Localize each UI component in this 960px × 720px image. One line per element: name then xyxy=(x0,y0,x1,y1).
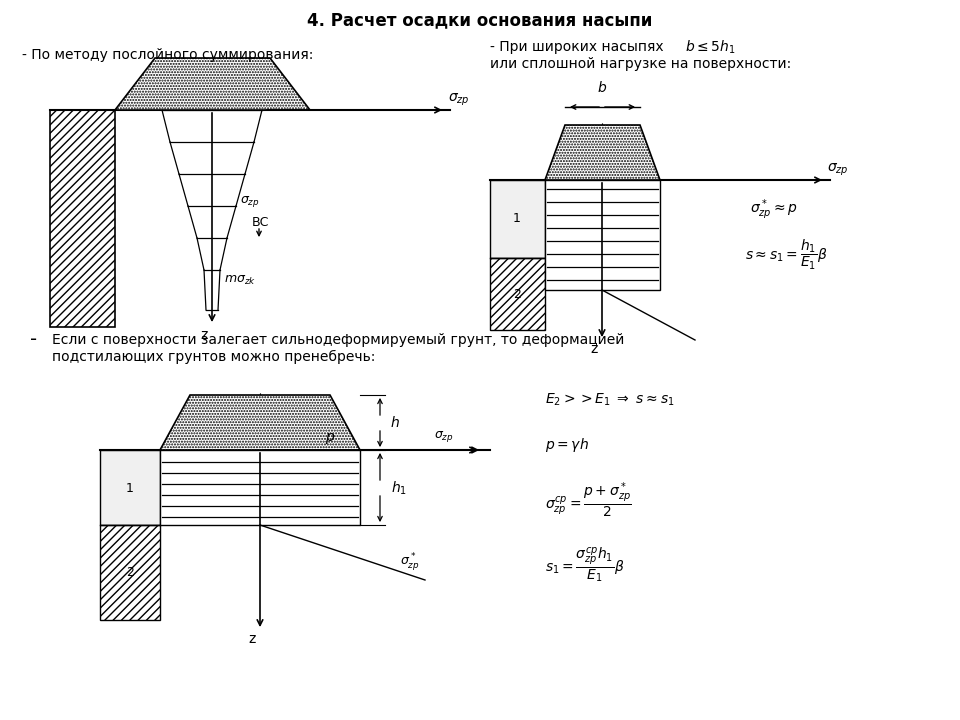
Text: $\sigma^*_{zp} \approx p$: $\sigma^*_{zp} \approx p$ xyxy=(750,198,798,222)
Text: $E_2 >> E_1 \ \Rightarrow \ s \approx s_1$: $E_2 >> E_1 \ \Rightarrow \ s \approx s_… xyxy=(545,392,675,408)
Text: $\sigma_{zp}$: $\sigma_{zp}$ xyxy=(240,194,259,210)
Text: p: p xyxy=(325,430,334,444)
Text: - При широких насыпях: - При широких насыпях xyxy=(490,40,668,54)
Bar xyxy=(100,450,160,525)
Text: $\sigma^*_{zp}$: $\sigma^*_{zp}$ xyxy=(400,551,420,573)
Text: z: z xyxy=(590,342,597,356)
Text: $b\leq5h_1$: $b\leq5h_1$ xyxy=(685,38,735,55)
Text: ВС: ВС xyxy=(252,215,270,228)
Bar xyxy=(490,180,545,258)
Text: $m\sigma_{zk}$: $m\sigma_{zk}$ xyxy=(224,274,256,287)
Text: подстилающих грунтов можно пренебречь:: подстилающих грунтов можно пренебречь: xyxy=(52,350,375,364)
Text: $\sigma^{cp}_{zp} = \dfrac{p + \sigma^*_{zp}}{2}$: $\sigma^{cp}_{zp} = \dfrac{p + \sigma^*_… xyxy=(545,480,632,520)
Text: $\sigma_{zp}$: $\sigma_{zp}$ xyxy=(448,91,469,108)
Text: 1: 1 xyxy=(126,482,134,495)
Text: z: z xyxy=(200,328,207,342)
Text: -: - xyxy=(30,330,37,349)
Bar xyxy=(545,180,660,290)
Text: z: z xyxy=(248,632,255,646)
Text: $h_1$: $h_1$ xyxy=(391,480,407,497)
Polygon shape xyxy=(160,395,360,450)
Text: или сплошной нагрузке на поверхности:: или сплошной нагрузке на поверхности: xyxy=(490,57,791,71)
Text: b: b xyxy=(598,81,607,95)
Text: $\sigma_{zp}$: $\sigma_{zp}$ xyxy=(827,162,849,178)
Text: $\sigma_{zp}$: $\sigma_{zp}$ xyxy=(434,429,454,444)
Bar xyxy=(160,450,360,525)
Text: 4. Расчет осадки основания насыпи: 4. Расчет осадки основания насыпи xyxy=(307,11,653,29)
Polygon shape xyxy=(115,58,310,110)
Text: $p = \gamma h$: $p = \gamma h$ xyxy=(545,436,588,454)
Text: 2: 2 xyxy=(126,567,134,580)
Text: 1: 1 xyxy=(513,212,521,225)
Text: 2: 2 xyxy=(513,287,521,300)
Bar xyxy=(100,525,160,620)
Text: h: h xyxy=(391,416,399,430)
Polygon shape xyxy=(545,125,660,180)
Text: $s_1 = \dfrac{\sigma^{cp}_{zp} h_1}{E_1} \beta$: $s_1 = \dfrac{\sigma^{cp}_{zp} h_1}{E_1}… xyxy=(545,546,625,585)
Text: Если с поверхности залегает сильнодеформируемый грунт, то деформацией: Если с поверхности залегает сильнодеформ… xyxy=(52,333,624,347)
Text: $s \approx s_1 = \dfrac{h_1}{E_1}\beta$: $s \approx s_1 = \dfrac{h_1}{E_1}\beta$ xyxy=(745,238,828,272)
Text: - По методу послойного суммирования:: - По методу послойного суммирования: xyxy=(22,48,313,62)
Bar xyxy=(490,258,545,330)
Bar xyxy=(50,110,115,327)
